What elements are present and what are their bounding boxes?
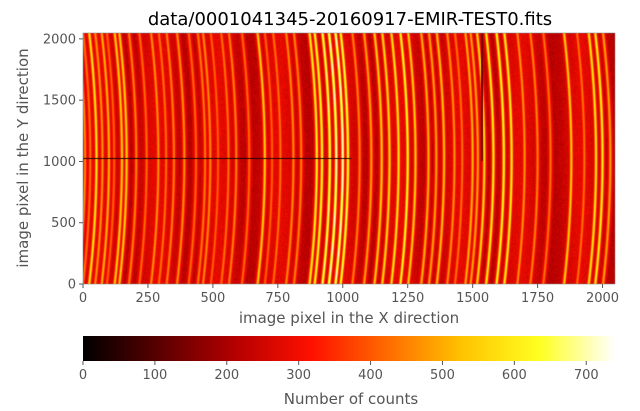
x-tick-label: 750 <box>265 291 290 306</box>
x-tick-label: 2000 <box>586 291 619 306</box>
colorbar-tick-label: 700 <box>574 368 599 383</box>
x-tick-label: 1250 <box>391 291 424 306</box>
x-tick-label: 500 <box>200 291 225 306</box>
chart-title: data/0001041345-20160917-EMIR-TEST0.fits <box>148 9 552 30</box>
colorbar-tick-label: 600 <box>502 368 527 383</box>
x-tick-label: 0 <box>79 291 87 306</box>
colorbar-gradient <box>83 336 615 361</box>
colorbar-tick-label: 300 <box>286 368 311 383</box>
colorbar-tick-label: 100 <box>142 368 167 383</box>
colorbar-label: Number of counts <box>284 390 419 408</box>
colorbar-tick-label: 500 <box>430 368 455 383</box>
colorbar: 0 100 200 300 400 500 600 700 Number of counts <box>79 336 615 408</box>
x-tick-label: 1000 <box>326 291 359 306</box>
colorbar-tick-label: 0 <box>79 368 87 383</box>
x-tick-label: 250 <box>136 291 161 306</box>
y-tick-label: 1000 <box>43 155 76 170</box>
y-tick-label: 0 <box>68 278 76 293</box>
x-axis-label: image pixel in the X direction <box>239 309 459 327</box>
x-tick-label: 1500 <box>456 291 489 306</box>
y-tick-label: 1500 <box>43 94 76 109</box>
x-axis: 0 250 500 750 1000 1250 1500 1750 2000 <box>79 284 619 306</box>
x-tick-label: 1750 <box>521 291 554 306</box>
colorbar-tick-label: 400 <box>358 368 383 383</box>
heatmap-image <box>83 33 615 284</box>
colorbar-ticks: 0 100 200 300 400 500 600 700 <box>79 361 599 383</box>
y-tick-label: 500 <box>51 216 76 231</box>
y-tick-label: 2000 <box>43 32 76 47</box>
y-axis-label: image pixel in the Y direction <box>14 48 32 267</box>
colorbar-tick-label: 200 <box>214 368 239 383</box>
y-axis: 0 500 1000 1500 2000 <box>43 32 83 293</box>
heatmap-plot <box>82 32 616 285</box>
plot-frame <box>82 32 616 285</box>
